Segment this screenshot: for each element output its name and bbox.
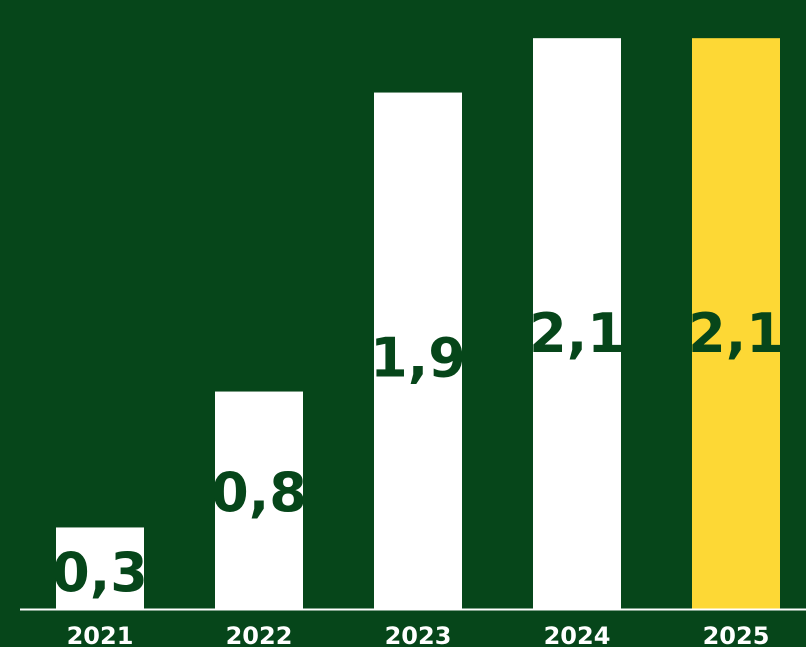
x-tick-labels-group: 2021 2022 2023 2024 2025 [67,622,770,647]
bar-value-label-2024: 2,1 [529,302,625,365]
value-labels-group: 0,3 0,8 1,9 2,1 2,1 [52,302,784,604]
bar-value-label-2025: 2,1 [688,302,784,365]
bars-group [56,38,780,609]
bar-value-label-2021: 0,3 [52,541,148,604]
bar-value-label-2022: 0,8 [211,461,307,524]
x-tick-label-2025: 2025 [703,622,770,647]
bar-2021 [56,527,144,609]
x-tick-label-2023: 2023 [385,622,452,647]
bar-2024 [533,38,621,609]
bar-2023 [374,92,462,609]
bar-2022 [215,391,303,609]
x-tick-label-2022: 2022 [226,622,293,647]
x-tick-label-2021: 2021 [67,622,134,647]
x-tick-label-2024: 2024 [544,622,611,647]
bar-2025 [692,38,780,609]
bar-value-label-2023: 1,9 [370,327,466,390]
